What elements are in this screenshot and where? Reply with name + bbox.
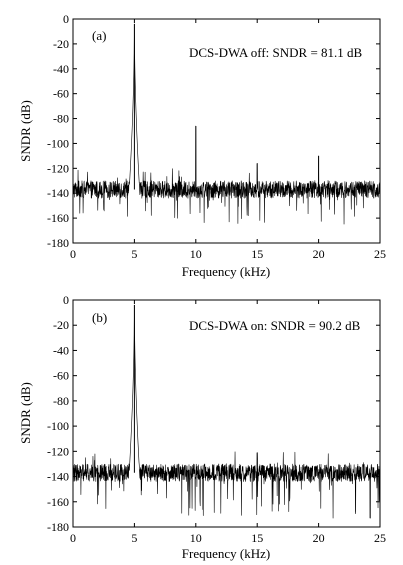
panel-b-y-tick-label-5: -100 xyxy=(47,419,69,433)
panel-b: 0 5 10 15 20 25 0 -20 -40 -60 -80 -100 -120 -140 -160… xyxy=(18,293,386,561)
panel-a-y-tick-label-4: -80 xyxy=(53,112,69,126)
panel-a-annotation: DCS-DWA off: SNDR = 81.1 dB xyxy=(189,45,363,60)
panel-b-x-tick-label-3: 15 xyxy=(251,531,263,545)
panel-b-annotation: DCS-DWA on: SNDR = 90.2 dB xyxy=(189,318,361,333)
panel-b-x-tick-labels: 0 5 10 15 20 25 xyxy=(70,531,386,545)
panel-b-trace-layer xyxy=(72,304,381,519)
panel-a-label: (a) xyxy=(92,28,106,43)
panel-b-y-tick-label-3: -60 xyxy=(53,369,69,383)
panel-a-x-tick-label-3: 15 xyxy=(251,247,263,261)
panel-a-y-tick-label-0: 0 xyxy=(63,12,69,26)
panel-a-ticks xyxy=(72,18,381,244)
panel-a-y-tick-label-1: -20 xyxy=(53,37,69,51)
panel-b-plot-frame xyxy=(72,299,381,528)
panel-a-y-tick-label-6: -120 xyxy=(47,161,69,175)
panel-a-x-tick-label-0: 0 xyxy=(70,247,76,261)
panel-a-y-tick-labels: 0 -20 -40 -60 -80 -100 -120 -140 -160 -180 xyxy=(47,12,69,250)
panel-a-y-tick-label-2: -40 xyxy=(53,62,69,76)
panel-b-y-tick-label-1: -20 xyxy=(53,318,69,332)
panel-b-y-tick-label-0: 0 xyxy=(63,293,69,307)
panel-b-label: (b) xyxy=(92,310,107,325)
panel-b-x-tick-label-4: 20 xyxy=(313,531,325,545)
panel-a-plot-frame xyxy=(72,18,381,244)
panel-b-ticks xyxy=(72,299,381,528)
panel-b-x-tick-label-5: 25 xyxy=(374,531,386,545)
panel-a-x-axis-label: Frequency (kHz) xyxy=(182,264,270,279)
panel-b-y-tick-label-6: -120 xyxy=(47,444,69,458)
panel-b-y-tick-label-4: -80 xyxy=(53,394,69,408)
panel-a-y-tick-label-3: -60 xyxy=(53,87,69,101)
panel-a-x-tick-label-4: 20 xyxy=(313,247,325,261)
panel-b-y-tick-label-9: -180 xyxy=(47,520,69,534)
panel-a-x-tick-label-5: 25 xyxy=(374,247,386,261)
panel-a-y-tick-label-8: -160 xyxy=(47,211,69,225)
panel-b-y-tick-labels: 0 -20 -40 -60 -80 -100 -120 -140 -160 -180 xyxy=(47,293,69,534)
panel-a-x-tick-label-1: 5 xyxy=(131,247,137,261)
panel-a: 0 5 10 15 20 25 0 -20 -40 -60 -80 -100 -120 -140 -160… xyxy=(18,12,386,279)
panel-a-y-tick-label-7: -140 xyxy=(47,186,69,200)
panel-a-spectrum-trace xyxy=(72,23,381,225)
panel-b-y-tick-label-7: -140 xyxy=(47,470,69,484)
panel-b-spectrum-trace xyxy=(72,304,381,519)
panel-b-x-tick-label-0: 0 xyxy=(70,531,76,545)
panel-b-x-tick-label-1: 5 xyxy=(131,531,137,545)
panel-b-x-axis-label: Frequency (kHz) xyxy=(182,546,270,561)
panel-a-y-tick-label-9: -180 xyxy=(47,236,69,250)
panel-b-y-tick-label-8: -160 xyxy=(47,495,69,509)
panel-b-x-tick-label-2: 10 xyxy=(190,531,202,545)
panel-a-y-axis-label: SNDR (dB) xyxy=(18,100,33,162)
panel-a-y-tick-label-5: -100 xyxy=(47,136,69,150)
panel-a-x-tick-label-2: 10 xyxy=(190,247,202,261)
panel-b-y-tick-label-2: -40 xyxy=(53,343,69,357)
panel-a-x-tick-labels: 0 5 10 15 20 25 xyxy=(70,247,386,261)
panel-b-y-axis-label: SNDR (dB) xyxy=(18,382,33,444)
